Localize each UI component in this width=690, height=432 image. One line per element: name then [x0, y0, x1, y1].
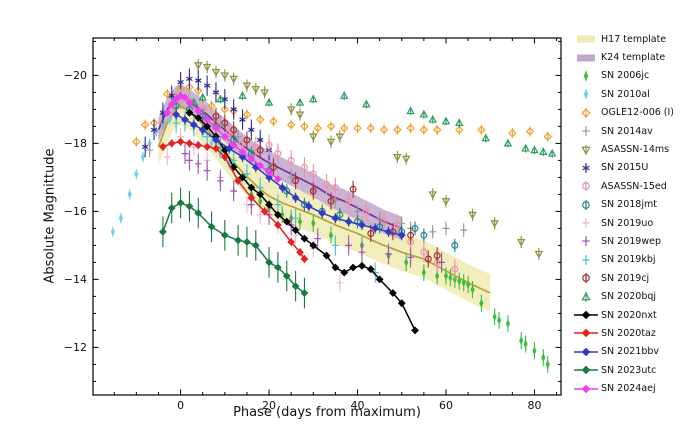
series-sn-2020taz — [158, 137, 309, 264]
legend-item-sn-2014av: SN 2014av — [573, 122, 674, 140]
x-tick-label: 40 — [351, 399, 365, 412]
legend-label: SN 2019wep — [601, 235, 661, 247]
legend-item-sn-2019uo: SN 2019uo — [573, 214, 674, 232]
legend-item-sn-2021bbv: SN 2021bbv — [573, 343, 674, 361]
x-tick-label: 0 — [177, 399, 184, 412]
legend-item-sn-2020bqj: SN 2020bqj — [573, 287, 674, 305]
legend-item-sn-2018jmt: SN 2018jmt — [573, 196, 674, 214]
legend-item-sn-2019kbj: SN 2019kbj — [573, 251, 674, 269]
legend-label: H17 template — [601, 33, 667, 45]
x-tick-label: 60 — [439, 399, 453, 412]
legend-label: SN 2020nxt — [601, 309, 657, 321]
legend-label: SN 2020taz — [601, 327, 656, 339]
legend-label: SN 2019cj — [601, 272, 650, 284]
legend-item-sn-2023utc: SN 2023utc — [573, 361, 674, 379]
x-tick-label: 20 — [262, 399, 276, 412]
series-sn-2023utc — [158, 187, 309, 309]
legend-item-sn-2010al: SN 2010al — [573, 85, 674, 103]
legend-item-sn-2020nxt: SN 2020nxt — [573, 306, 674, 324]
legend-marker-sn-2019wep-icon — [582, 236, 590, 247]
legend-label: SN 2019kbj — [601, 254, 656, 266]
legend-marker-ogle12-006-i-icon — [581, 107, 591, 118]
y-tick-label: −12 — [64, 341, 87, 354]
legend-swatch-h17-template-icon — [577, 35, 595, 43]
legend-item-sn-2019wep: SN 2019wep — [573, 232, 674, 250]
legend-item-h17-template: H17 template — [573, 30, 674, 48]
y-axis-label: Absolute Magnittude — [42, 148, 58, 284]
legend-marker-sn-2021bbv-icon — [574, 347, 598, 357]
series-sn-2019cj — [212, 107, 441, 268]
legend-label: SN 2010al — [601, 88, 650, 100]
legend-label: K24 template — [601, 52, 666, 64]
legend-item-asassn-15ed: ASASSN-15ed — [573, 177, 674, 195]
legend-item-sn-2006jc: SN 2006jc — [573, 67, 674, 85]
legend-label: SN 2018jmt — [601, 199, 657, 211]
legend-label: SN 2014av — [601, 125, 653, 137]
legend-item-sn-2015u: SN 2015U — [573, 159, 674, 177]
series-sn-2021bbv — [172, 109, 406, 241]
legend-marker-asassn-14ms-icon — [581, 144, 591, 155]
legend-item-asassn-14ms: ASASSN-14ms — [573, 140, 674, 158]
band-h17-template — [158, 87, 491, 312]
legend-marker-asassn-15ed-icon — [582, 181, 590, 192]
legend-marker-sn-2024aej-icon — [574, 384, 598, 393]
series-sn-2024aej — [163, 91, 282, 184]
legend-marker-sn-2019uo-icon — [582, 218, 590, 229]
series-asassn-14ms — [194, 59, 544, 261]
y-tick-label: −20 — [64, 69, 87, 82]
legend-marker-sn-2019kbj-icon — [582, 254, 590, 265]
legend-label: SN 2020bqj — [601, 291, 657, 303]
legend-label: SN 2019uo — [601, 217, 654, 229]
legend-label: SN 2024aej — [601, 383, 656, 395]
legend-item-sn-2020taz: SN 2020taz — [573, 324, 674, 342]
legend-marker-sn-2006jc-icon — [583, 70, 589, 81]
x-tick-label: 80 — [527, 399, 541, 412]
x-axis-label: Phase (days from maximum) — [233, 405, 421, 420]
legend-label: OGLE12-006 (I) — [601, 107, 675, 119]
legend-label: ASASSN-14ms — [601, 144, 670, 156]
legend-marker-sn-2020nxt-icon — [574, 310, 598, 320]
legend-item-sn-2019cj: SN 2019cj — [573, 269, 674, 287]
legend-item-sn-2024aej: SN 2024aej — [573, 379, 674, 397]
legend-marker-sn-2020bqj-icon — [581, 291, 591, 302]
legend-marker-sn-2014av-icon — [582, 126, 590, 137]
series-sn-2020nxt — [185, 108, 419, 335]
legend-label: ASASSN-15ed — [601, 180, 667, 192]
legend-swatch-k24-template-icon — [577, 54, 595, 62]
legend-marker-sn-2023utc-icon — [574, 365, 598, 375]
y-tick-label: −14 — [64, 273, 87, 286]
legend-marker-sn-2019cj-icon — [582, 273, 590, 284]
legend-label: SN 2023utc — [601, 364, 657, 376]
legend: H17 template K24 template SN 2006jc SN 2010… — [573, 30, 674, 398]
y-tick-label: −16 — [64, 205, 87, 218]
y-tick-label: −18 — [64, 137, 87, 150]
axes-frame: 0 20 40 60 80 −20 −18 −16 −14 −12 — [64, 37, 562, 412]
legend-item-ogle12-006-i: OGLE12-006 (I) — [573, 104, 674, 122]
series-sn-2019wep — [181, 143, 445, 273]
legend-item-k24-template: K24 template — [573, 48, 674, 66]
legend-marker-sn-2020taz-icon — [574, 329, 598, 338]
legend-marker-sn-2015u-icon — [582, 162, 590, 173]
legend-label: SN 2015U — [601, 162, 649, 174]
legend-marker-sn-2010al-icon — [583, 89, 589, 100]
legend-marker-sn-2018jmt-icon — [582, 199, 590, 210]
legend-label: SN 2006jc — [601, 70, 650, 82]
legend-label: SN 2021bbv — [601, 346, 660, 358]
